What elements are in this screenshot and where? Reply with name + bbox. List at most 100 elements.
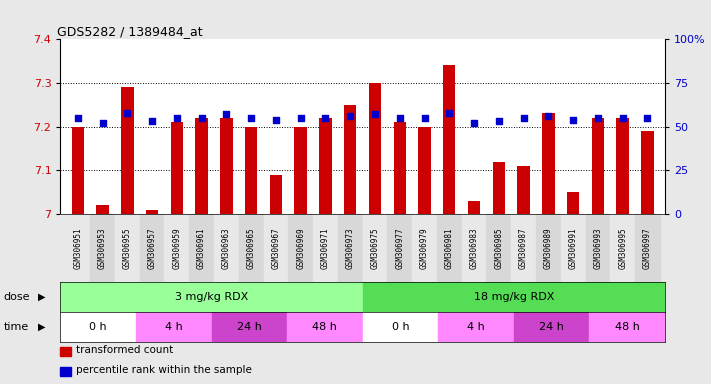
Bar [418, 127, 431, 214]
Bar [592, 118, 604, 214]
Text: GSM306963: GSM306963 [222, 227, 231, 269]
Point [469, 120, 480, 126]
Point [295, 115, 306, 121]
Text: ▶: ▶ [38, 322, 46, 332]
Bar [313, 214, 338, 282]
Bar [486, 214, 511, 282]
Bar [136, 312, 212, 342]
Text: GSM306995: GSM306995 [618, 227, 627, 269]
Bar [363, 214, 387, 282]
Bar [511, 214, 536, 282]
Point [72, 115, 83, 121]
Bar [287, 312, 363, 342]
Point [394, 115, 405, 121]
Bar [121, 87, 134, 214]
Text: 0 h: 0 h [90, 322, 107, 332]
Bar [412, 214, 437, 282]
Text: 48 h: 48 h [312, 322, 337, 332]
Bar [65, 214, 90, 282]
Bar [171, 122, 183, 214]
Bar [363, 282, 665, 312]
Text: GSM306981: GSM306981 [445, 227, 454, 269]
Bar [561, 214, 586, 282]
Text: percentile rank within the sample: percentile rank within the sample [75, 365, 252, 375]
Text: GSM306997: GSM306997 [643, 227, 652, 269]
Text: GSM306977: GSM306977 [395, 227, 405, 269]
Text: GSM306961: GSM306961 [197, 227, 206, 269]
Text: GSM306955: GSM306955 [123, 227, 132, 269]
Bar [344, 105, 356, 214]
Text: GSM306973: GSM306973 [346, 227, 355, 269]
Text: GDS5282 / 1389484_at: GDS5282 / 1389484_at [58, 25, 203, 38]
Point [542, 113, 554, 119]
Text: 48 h: 48 h [614, 322, 639, 332]
Bar [635, 214, 660, 282]
Bar [536, 214, 561, 282]
Text: GSM306965: GSM306965 [247, 227, 256, 269]
Text: 3 mg/kg RDX: 3 mg/kg RDX [175, 292, 248, 302]
Bar [514, 312, 589, 342]
Point [320, 115, 331, 121]
Bar [239, 214, 264, 282]
Text: GSM306951: GSM306951 [73, 227, 82, 269]
Bar [294, 127, 307, 214]
Text: GSM306953: GSM306953 [98, 227, 107, 269]
Bar [369, 83, 381, 214]
Text: GSM306975: GSM306975 [370, 227, 380, 269]
Text: GSM306983: GSM306983 [469, 227, 479, 269]
Bar [72, 127, 84, 214]
Bar [189, 214, 214, 282]
Text: GSM306987: GSM306987 [519, 227, 528, 269]
Bar [518, 166, 530, 214]
Point [196, 115, 208, 121]
Point [97, 120, 108, 126]
Bar [288, 214, 313, 282]
Bar [589, 312, 665, 342]
Bar [196, 118, 208, 214]
Text: GSM306967: GSM306967 [272, 227, 280, 269]
Point [369, 111, 380, 118]
Text: 24 h: 24 h [539, 322, 564, 332]
Bar [139, 214, 164, 282]
Bar [641, 131, 653, 214]
Text: GSM306959: GSM306959 [172, 227, 181, 269]
Text: GSM306993: GSM306993 [594, 227, 602, 269]
Bar [468, 201, 480, 214]
Text: 18 mg/kg RDX: 18 mg/kg RDX [474, 292, 554, 302]
Bar [610, 214, 635, 282]
Bar [146, 210, 159, 214]
Text: transformed count: transformed count [75, 345, 173, 355]
Bar [97, 205, 109, 214]
Bar [319, 118, 331, 214]
Bar [115, 214, 139, 282]
Text: 24 h: 24 h [237, 322, 262, 332]
Bar [90, 214, 115, 282]
Text: ▶: ▶ [38, 292, 46, 302]
Bar [443, 65, 456, 214]
Text: GSM306971: GSM306971 [321, 227, 330, 269]
Bar [461, 214, 486, 282]
Bar [220, 118, 232, 214]
Point [146, 118, 158, 124]
Point [270, 116, 282, 122]
Text: GSM306979: GSM306979 [420, 227, 429, 269]
Point [518, 115, 529, 121]
Bar [567, 192, 579, 214]
Text: GSM306969: GSM306969 [296, 227, 305, 269]
Bar [586, 214, 610, 282]
Bar [269, 175, 282, 214]
Text: GSM306991: GSM306991 [569, 227, 577, 269]
Text: GSM306985: GSM306985 [494, 227, 503, 269]
Point [122, 109, 133, 116]
Bar [245, 127, 257, 214]
Point [171, 115, 183, 121]
Bar [437, 214, 461, 282]
Bar [338, 214, 363, 282]
Text: GSM306957: GSM306957 [148, 227, 156, 269]
Bar [363, 312, 438, 342]
Bar [264, 214, 288, 282]
Point [567, 116, 579, 122]
Bar [542, 113, 555, 214]
Bar [616, 118, 629, 214]
Point [444, 109, 455, 116]
